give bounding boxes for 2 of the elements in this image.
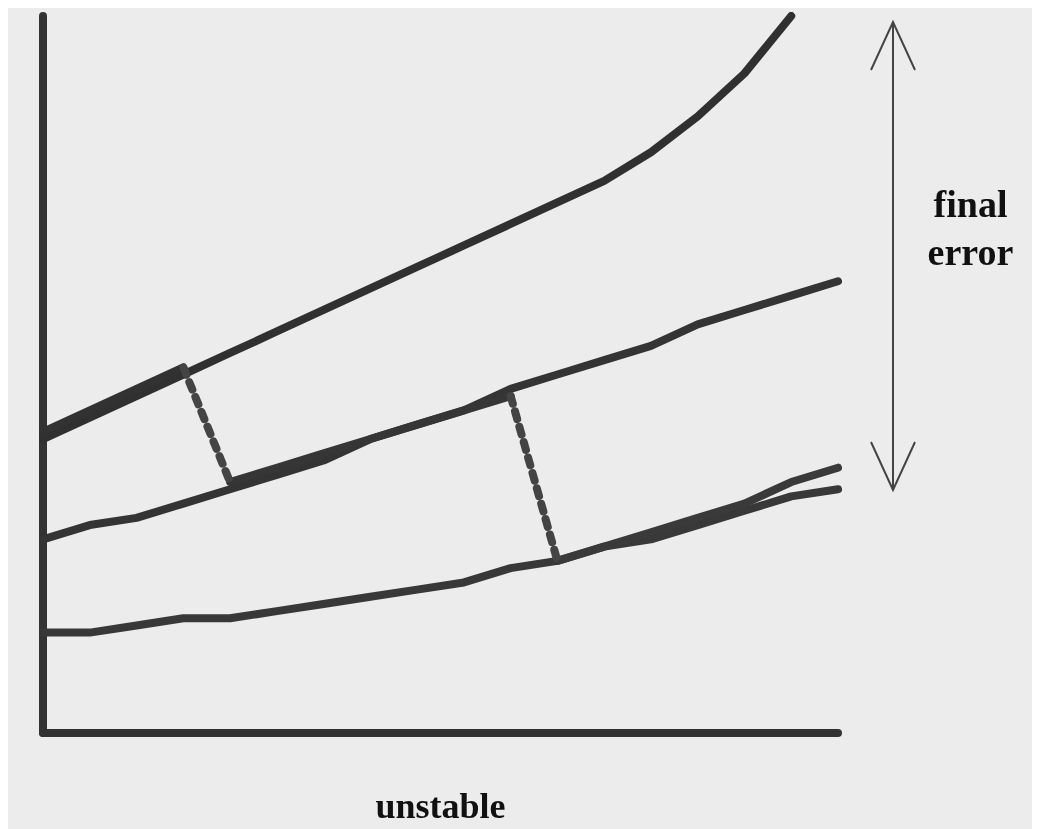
x-axis-title: unstable — [375, 786, 506, 826]
text: final error — [926, 182, 1015, 275]
